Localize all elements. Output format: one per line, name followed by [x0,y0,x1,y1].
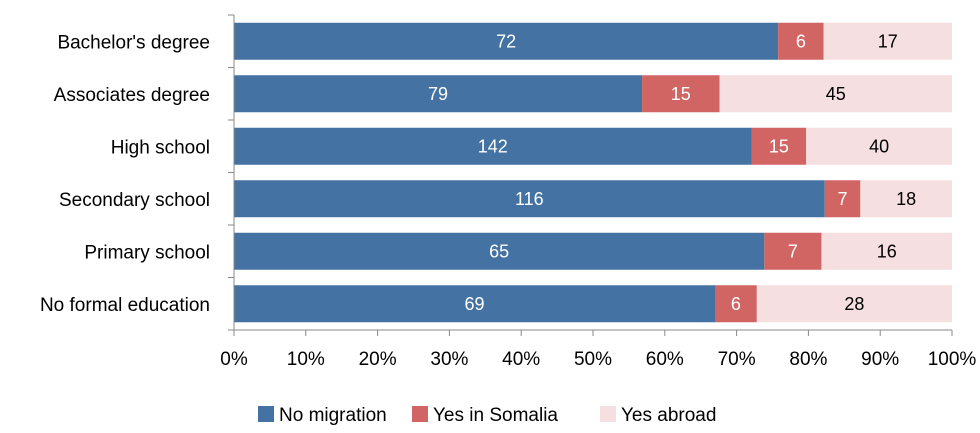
data-label-no-migration-bachelor-s-degree: 72 [496,31,516,51]
category-label: High school [111,137,210,158]
category-label: Bachelor's degree [57,32,210,53]
category-label: No formal education [40,295,210,316]
bar-no-migration-primary-school [234,232,765,270]
bar-yes-in-somalia-associates-degree [642,75,720,113]
x-tick-label: 90% [861,349,899,370]
x-tick-label: 20% [359,349,397,370]
legend-swatch-yes-in-somalia [412,406,428,422]
category-label: Primary school [84,242,210,263]
bar-no-migration-high-school [234,127,752,165]
x-tick-label: 0% [220,349,248,370]
x-tick-label: 40% [502,349,540,370]
data-label-no-migration-high-school: 142 [478,136,508,156]
data-label-yes-abroad-associates-degree: 45 [826,84,846,104]
x-tick-label: 30% [430,349,468,370]
bar-yes-abroad-associates-degree [719,75,952,113]
legend-label-no-migration: No migration [279,405,387,426]
data-label-yes-in-somalia-high-school: 15 [769,136,789,156]
bar-yes-in-somalia-primary-school [764,232,822,270]
data-label-yes-in-somalia-bachelor-s-degree: 6 [796,31,806,51]
bar-yes-abroad-bachelor-s-degree [823,22,952,60]
bar-yes-abroad-primary-school [821,232,952,270]
data-label-yes-abroad-primary-school: 16 [877,241,897,261]
x-tick-label: 60% [646,349,684,370]
legend-swatch-yes-abroad [600,406,616,422]
x-tick-label: 100% [928,349,977,370]
bar-yes-abroad-secondary-school [860,180,952,218]
data-label-no-migration-primary-school: 65 [489,241,509,261]
data-label-yes-in-somalia-secondary-school: 7 [838,189,848,209]
data-label-no-migration-associates-degree: 79 [428,84,448,104]
x-tick-label: 80% [789,349,827,370]
legend: No migration Yes in Somalia Yes abroad [258,405,716,426]
category-label: Secondary school [59,190,210,211]
legend-label-yes-in-somalia: Yes in Somalia [433,405,558,426]
data-label-yes-abroad-secondary-school: 18 [896,189,916,209]
data-label-yes-in-somalia-associates-degree: 15 [671,84,691,104]
category-label: Associates degree [54,85,210,106]
data-label-no-migration-no-formal-education: 69 [464,294,484,314]
bar-yes-in-somalia-high-school [751,127,807,165]
x-tick-label: 10% [287,349,325,370]
axes: Bachelor's degree Associates degree High s… [40,14,977,370]
x-tick-label: 50% [574,349,612,370]
bar-yes-in-somalia-bachelor-s-degree [778,22,824,60]
x-tick-label: 70% [718,349,756,370]
bar-no-migration-associates-degree [234,75,643,113]
bar-yes-abroad-high-school [806,127,952,165]
data-label-yes-abroad-high-school: 40 [869,136,889,156]
bar-yes-in-somalia-secondary-school [824,180,861,218]
bar-yes-abroad-no-formal-education [756,285,952,323]
bars-layer: 72 6 17 79 15 45 142 15 40 116 7 18 65 7 16 69 6 28 [234,22,952,323]
bar-no-migration-secondary-school [234,180,825,218]
bar-yes-in-somalia-no-formal-education [714,285,757,323]
bar-no-migration-bachelor-s-degree [234,22,779,60]
data-label-yes-abroad-bachelor-s-degree: 17 [878,31,898,51]
data-label-yes-in-somalia-no-formal-education: 6 [731,294,741,314]
legend-swatch-no-migration [258,406,274,422]
data-label-no-migration-secondary-school: 116 [515,189,544,209]
data-label-yes-abroad-no-formal-education: 28 [844,294,864,314]
data-label-yes-in-somalia-primary-school: 7 [788,241,798,261]
legend-label-yes-abroad: Yes abroad [621,405,716,426]
bar-no-migration-no-formal-education [234,285,715,323]
